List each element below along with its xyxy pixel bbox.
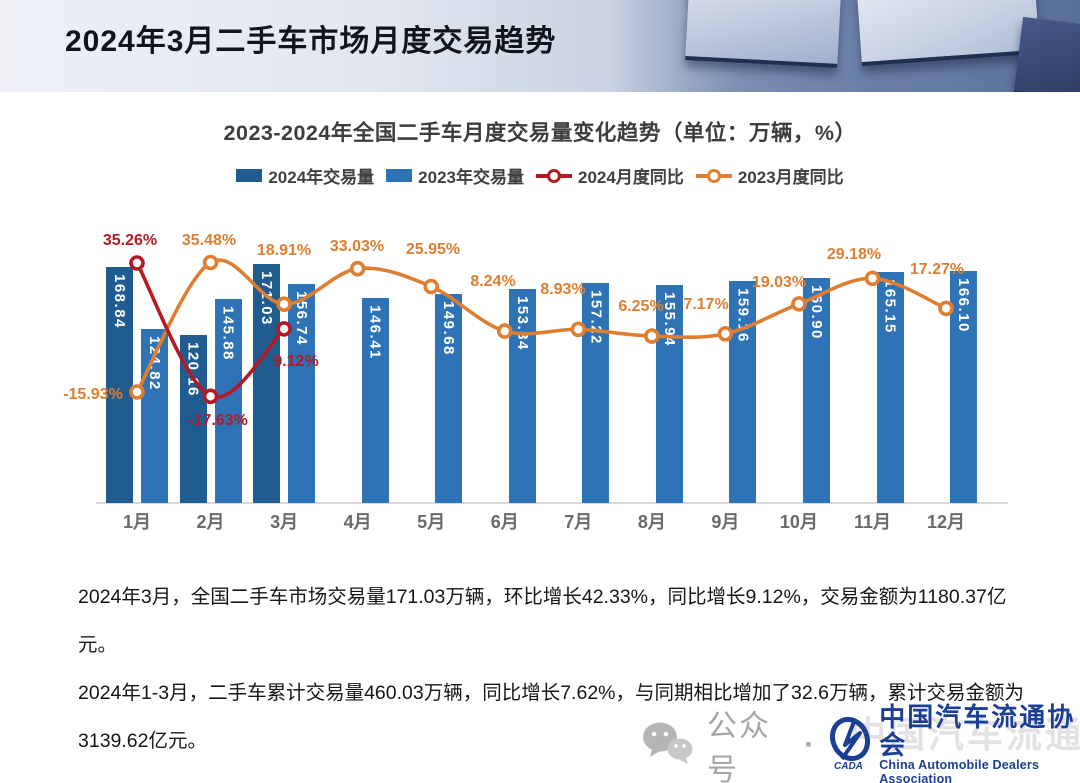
month-label-3月: 3月 [270, 512, 299, 532]
bar-value-label: 146.41 [366, 305, 384, 360]
month-label-8月: 8月 [637, 512, 666, 532]
bar-value-label: 157.22 [587, 290, 605, 345]
bar-2023-2月: 145.88 [214, 299, 242, 503]
bar-2023-5月: 149.68 [435, 294, 463, 503]
pct-label-2024: 9.12% [273, 353, 319, 370]
legend-swatch [386, 169, 413, 182]
bar-value-label: 156.74 [293, 291, 311, 346]
bar-2024-3月: 171.03 [253, 264, 281, 503]
pct-label-2023: 8.24% [470, 273, 516, 290]
month-label-1月: 1月 [122, 512, 152, 532]
chart-title: 2023-2024年全国二手车月度交易量变化趋势（单位：万辆，%） [223, 121, 857, 145]
line-2023-marker [423, 278, 440, 295]
month-label-11月: 11月 [853, 512, 892, 532]
legend-label: 2023月度同比 [737, 168, 844, 187]
dot-separator: · [804, 728, 815, 761]
bar-value-label: 159.16 [734, 288, 752, 343]
bar-value-label: 153.34 [513, 296, 531, 351]
month-label-12月: 12月 [927, 512, 966, 532]
wechat-icon [640, 720, 694, 771]
pct-label-2023: 33.03% [329, 238, 385, 255]
month-label-6月: 6月 [490, 512, 519, 532]
pct-label-2023: 7.17% [683, 296, 729, 313]
bar-value-label: 166.10 [955, 278, 972, 333]
header-cubes-art [610, 0, 1080, 92]
month-label-10月: 10月 [779, 512, 818, 532]
legend-swatch [236, 169, 263, 182]
pct-label-2023: 25.95% [405, 241, 461, 258]
month-label-5月: 5月 [417, 512, 446, 532]
bar-2023-7月: 157.22 [582, 283, 610, 503]
bar-value-label: 120.16 [184, 342, 202, 397]
bar-2023-12月: 166.10 [950, 271, 977, 503]
chart-legend: 2024年交易量 2023年交易量 2024月度同比 2023月度同比 [0, 163, 1080, 188]
month-label-9月: 9月 [711, 512, 740, 532]
cada-logo: CADA 中国汽车流通协会 China Automobile Dealers A… [827, 704, 1080, 783]
bar-value-label: 168.84 [111, 274, 128, 329]
watermark-text: 中国汽车流通协会 [850, 714, 1080, 755]
bar-2023-3月: 156.74 [288, 284, 316, 503]
bar-2024-1月: 168.84 [106, 267, 133, 503]
legend-item-0: 2024年交易量 [236, 163, 374, 188]
month-label-2月: 2月 [196, 512, 225, 532]
bar-2023-1月: 124.82 [141, 329, 168, 503]
line-2023-marker [349, 260, 366, 277]
bar-2023-10月: 160.90 [802, 278, 830, 503]
bar-value-label: 171.03 [258, 271, 276, 326]
pct-label-2023: -15.93% [63, 386, 123, 403]
bar-value-label: 160.90 [807, 285, 825, 340]
pct-label-2023: 29.18% [826, 246, 882, 263]
month-label-7月: 7月 [564, 512, 593, 532]
pct-label-2024: 35.26% [102, 232, 158, 249]
summary-paragraph-1: 2024年3月，全国二手车市场交易量171.03万辆，环比增长42.33%，同比… [78, 586, 1007, 656]
legend-label: 2024月度同比 [578, 168, 684, 187]
pct-label-2023: 8.93% [540, 281, 586, 298]
summary-paragraph-2: 2024年1-3月，二手车累计交易量460.03万辆，同比增长7.62%，与同期… [78, 682, 1024, 752]
pct-label-2023: 6.25% [618, 298, 664, 315]
summary-text-block: 2024年3月，全国二手车市场交易量171.03万辆，环比增长42.33%，同比… [78, 573, 1030, 765]
bar-2023-9月: 159.16 [729, 281, 757, 503]
bar-2023-4月: 146.41 [361, 298, 389, 503]
svg-text:CADA: CADA [834, 761, 863, 771]
bar-value-label: 149.68 [440, 301, 458, 356]
x-axis-line [96, 502, 1008, 504]
legend-line-marker [695, 168, 732, 183]
pct-label-2023: 35.48% [181, 232, 237, 249]
page-title: 2024年3月二手车市场月度交易趋势 [65, 25, 557, 58]
org-name-en: China Automobile Dealers Association [879, 758, 1040, 783]
pct-label-2023: 19.03% [751, 274, 807, 291]
bar-2023-11月: 165.15 [876, 272, 904, 503]
pct-label-2023: 18.91% [256, 242, 312, 259]
legend-line-marker [536, 168, 572, 183]
cada-swirl-icon: CADA [827, 715, 873, 776]
bar-value-label: 165.15 [881, 279, 899, 334]
bar-2023-8月: 155.94 [655, 285, 683, 503]
legend-item-1: 2023年交易量 [386, 163, 524, 188]
legend-label: 2023年交易量 [418, 168, 524, 187]
legend-label: 2024年交易量 [268, 168, 375, 187]
bar-2023-6月: 153.34 [508, 289, 536, 503]
legend-item-3: 2023月度同比 [695, 163, 844, 188]
footer: 公众号 · CADA 中国汽车流通协会 China Automobile Dea… [640, 704, 1080, 783]
bar-value-label: 124.82 [146, 336, 163, 391]
legend-item-2: 2024月度同比 [536, 163, 684, 188]
wechat-account-label: 公众号 [707, 710, 771, 783]
page-header: 2024年3月二手车市场月度交易趋势 [0, 0, 1080, 92]
pct-label-2023: 17.27% [909, 261, 965, 278]
bar-value-label: 145.88 [219, 306, 237, 361]
line-2023-marker [202, 254, 219, 271]
pct-label-2024: -17.63% [188, 412, 248, 429]
month-label-4月: 4月 [343, 512, 372, 532]
org-name-cn: 中国汽车流通协会 [879, 703, 1076, 760]
